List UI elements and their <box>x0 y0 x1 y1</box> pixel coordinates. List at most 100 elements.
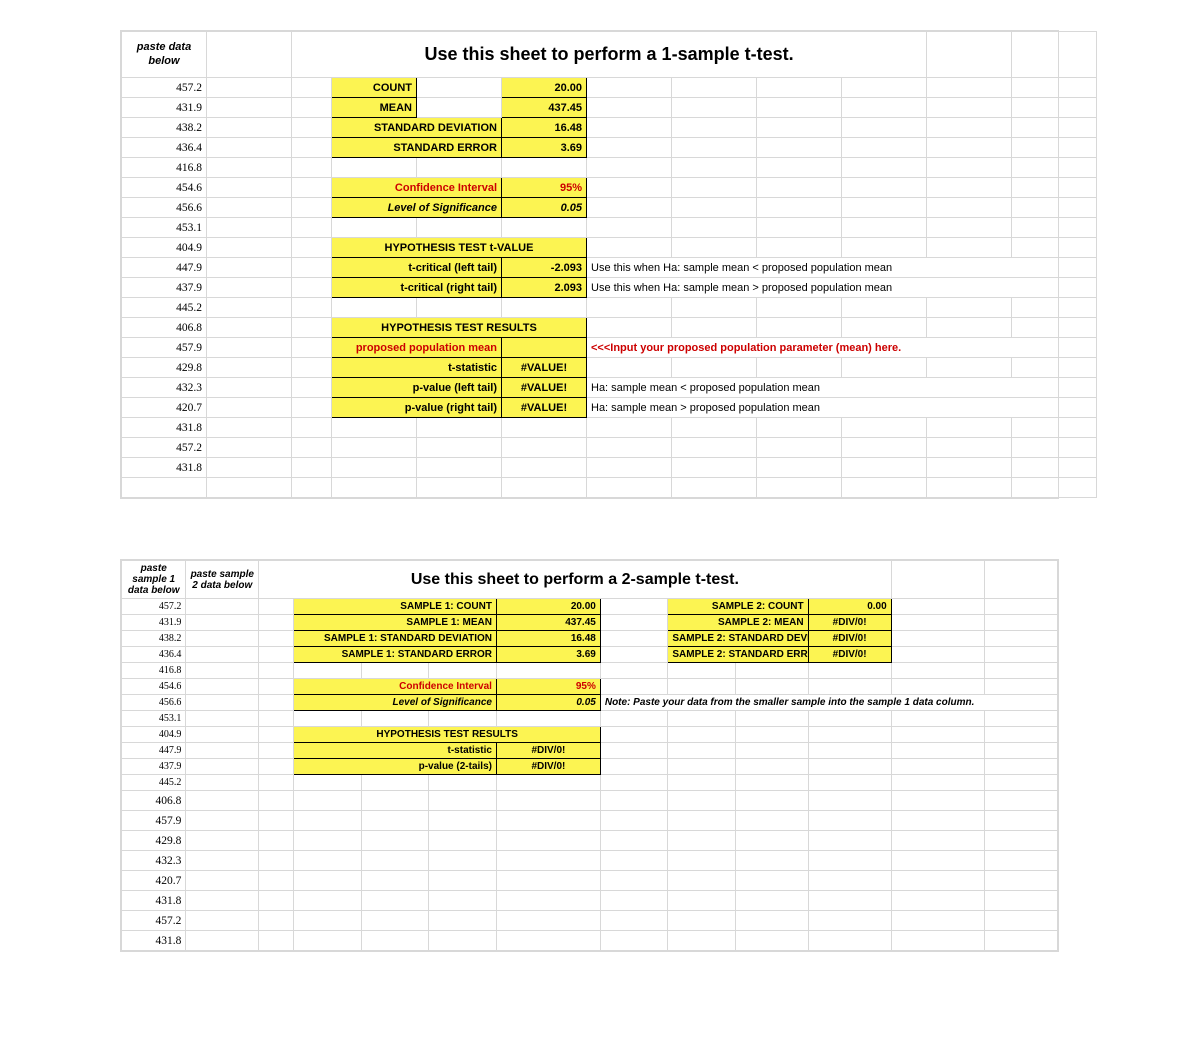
empty-cell[interactable] <box>417 158 502 178</box>
empty-cell[interactable] <box>496 871 600 891</box>
empty-cell[interactable] <box>891 831 984 851</box>
empty-cell[interactable] <box>808 931 891 951</box>
empty-cell[interactable] <box>207 198 292 218</box>
empty-cell[interactable] <box>294 931 362 951</box>
empty-cell[interactable] <box>808 851 891 871</box>
empty-cell[interactable] <box>429 811 497 831</box>
empty-cell[interactable] <box>429 711 497 727</box>
data-cell[interactable]: 436.4 <box>122 138 207 158</box>
empty-cell[interactable] <box>502 218 587 238</box>
empty-cell[interactable] <box>600 891 668 911</box>
empty-cell[interactable] <box>842 458 927 478</box>
empty-cell[interactable] <box>891 891 984 911</box>
empty-cell[interactable] <box>757 358 842 378</box>
empty-cell[interactable] <box>207 278 292 298</box>
empty-cell[interactable] <box>361 931 429 951</box>
empty-cell[interactable] <box>361 663 429 679</box>
empty-cell[interactable] <box>891 775 984 791</box>
empty-cell[interactable] <box>207 398 292 418</box>
empty-cell[interactable] <box>891 911 984 931</box>
empty-cell[interactable] <box>672 178 757 198</box>
s2-col2-cell[interactable] <box>186 811 259 831</box>
empty-cell[interactable] <box>429 871 497 891</box>
empty-cell[interactable] <box>361 711 429 727</box>
empty-cell[interactable] <box>429 791 497 811</box>
s2-col2-cell[interactable] <box>186 911 259 931</box>
empty-cell[interactable] <box>668 663 736 679</box>
empty-cell[interactable] <box>757 438 842 458</box>
empty-cell[interactable] <box>1012 218 1097 238</box>
empty-cell[interactable] <box>757 458 842 478</box>
empty-cell[interactable] <box>891 663 984 679</box>
empty-cell[interactable] <box>600 775 668 791</box>
empty-cell[interactable] <box>292 298 332 318</box>
empty-cell[interactable] <box>927 32 1012 78</box>
empty-cell[interactable] <box>496 911 600 931</box>
s2-col2-cell[interactable] <box>186 851 259 871</box>
empty-cell[interactable] <box>496 811 600 831</box>
empty-cell[interactable] <box>842 218 927 238</box>
empty-cell[interactable] <box>927 438 1012 458</box>
s2-data-cell[interactable]: 429.8 <box>122 831 186 851</box>
empty-cell[interactable] <box>207 238 292 258</box>
empty-cell[interactable] <box>757 238 842 258</box>
empty-cell[interactable] <box>1012 198 1097 218</box>
empty-cell[interactable] <box>332 478 417 498</box>
empty-cell[interactable] <box>207 338 292 358</box>
empty-cell[interactable] <box>207 378 292 398</box>
empty-cell[interactable] <box>259 775 294 791</box>
empty-cell[interactable] <box>294 851 362 871</box>
empty-cell[interactable] <box>757 158 842 178</box>
s2-col2-cell[interactable] <box>186 615 259 631</box>
empty-cell[interactable] <box>502 158 587 178</box>
empty-cell[interactable] <box>294 663 362 679</box>
s2-data-cell[interactable]: 456.6 <box>122 695 186 711</box>
s2-data-cell[interactable]: 457.2 <box>122 599 186 615</box>
empty-cell[interactable] <box>808 743 891 759</box>
empty-cell[interactable] <box>808 663 891 679</box>
empty-cell[interactable] <box>985 759 1058 775</box>
data-cell[interactable]: 456.6 <box>122 198 207 218</box>
empty-cell[interactable] <box>668 679 736 695</box>
empty-cell[interactable] <box>842 78 927 98</box>
empty-cell[interactable] <box>294 791 362 811</box>
empty-cell[interactable] <box>985 561 1058 599</box>
empty-cell[interactable] <box>429 931 497 951</box>
empty-cell[interactable] <box>842 198 927 218</box>
empty-cell[interactable] <box>1012 318 1097 338</box>
empty-cell[interactable] <box>207 438 292 458</box>
empty-cell[interactable] <box>600 711 668 727</box>
empty-cell[interactable] <box>417 438 502 458</box>
data-cell[interactable]: 431.8 <box>122 418 207 438</box>
data-cell[interactable]: 457.2 <box>122 78 207 98</box>
data-cell[interactable]: 454.6 <box>122 178 207 198</box>
empty-cell[interactable] <box>985 931 1058 951</box>
empty-cell[interactable] <box>294 891 362 911</box>
empty-cell[interactable] <box>587 478 672 498</box>
empty-cell[interactable] <box>808 891 891 911</box>
empty-cell[interactable] <box>985 679 1058 695</box>
empty-cell[interactable] <box>891 743 984 759</box>
empty-cell[interactable] <box>122 478 207 498</box>
s2-col2-cell[interactable] <box>186 931 259 951</box>
empty-cell[interactable] <box>985 831 1058 851</box>
empty-cell[interactable] <box>735 831 808 851</box>
empty-cell[interactable] <box>757 318 842 338</box>
empty-cell[interactable] <box>985 727 1058 743</box>
empty-cell[interactable] <box>361 891 429 911</box>
empty-cell[interactable] <box>927 418 1012 438</box>
empty-cell[interactable] <box>1012 158 1097 178</box>
empty-cell[interactable] <box>927 198 1012 218</box>
empty-cell[interactable] <box>927 178 1012 198</box>
empty-cell[interactable] <box>1012 98 1097 118</box>
empty-cell[interactable] <box>259 663 294 679</box>
empty-cell[interactable] <box>207 458 292 478</box>
empty-cell[interactable] <box>985 911 1058 931</box>
s2-data-cell[interactable]: 453.1 <box>122 711 186 727</box>
empty-cell[interactable] <box>429 775 497 791</box>
s2-col2-cell[interactable] <box>186 743 259 759</box>
empty-cell[interactable] <box>985 663 1058 679</box>
empty-cell[interactable] <box>600 911 668 931</box>
empty-cell[interactable] <box>361 791 429 811</box>
empty-cell[interactable] <box>1012 298 1097 318</box>
